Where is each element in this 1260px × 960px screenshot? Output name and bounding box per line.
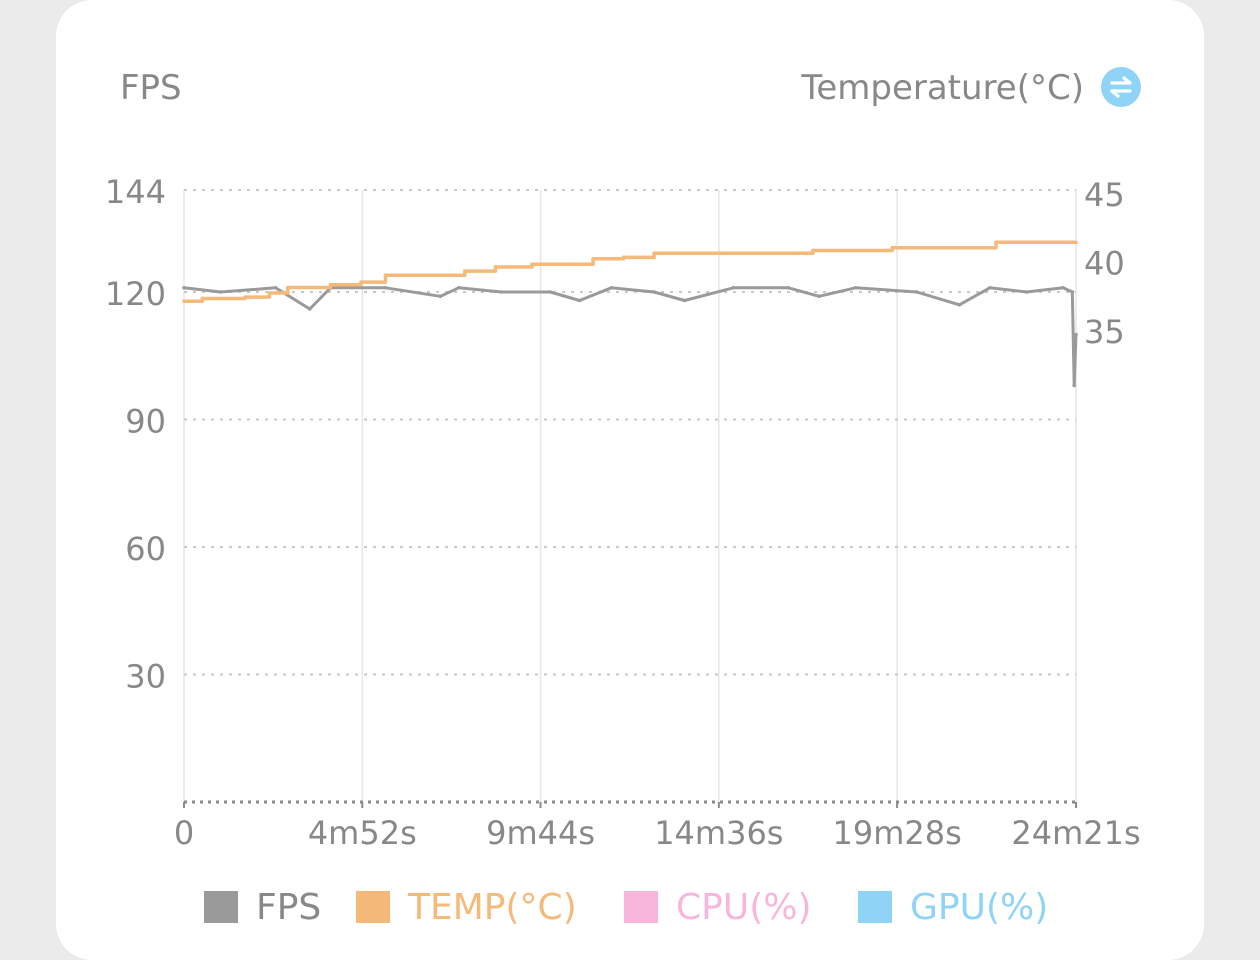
y-tick-label: 120 (105, 275, 166, 313)
fps-data-point (988, 285, 992, 290)
fps-data-point (914, 290, 919, 294)
x-tick-label: 0 (174, 814, 194, 852)
fps-data-point (1070, 290, 1075, 294)
fps-data-point (383, 285, 388, 290)
fps-data-point (853, 285, 858, 290)
temp-data-point (328, 282, 333, 287)
temp-data-point (890, 246, 895, 250)
x-tick-label: 9m44s (486, 814, 595, 852)
legend-item-temp[interactable]: TEMP(°C) (356, 882, 577, 932)
legend-item-fps[interactable]: FPS (204, 882, 321, 932)
y-tick-label: 144 (105, 173, 166, 211)
legend-label-cpu: CPU(%) (676, 886, 812, 928)
legend-label-temp: TEMP(°C) (408, 886, 577, 928)
temp-data-point (954, 246, 959, 250)
temp-data-point (621, 255, 626, 260)
fps-data-point (786, 285, 791, 290)
x-tick-label: 4m52s (308, 814, 417, 852)
fps-data-point (548, 290, 553, 294)
temp-data-point (945, 246, 949, 250)
right-axis-title: Temperature(°C) (801, 68, 1084, 108)
fps-data-point (577, 298, 582, 303)
legend-item-cpu[interactable]: CPU(%) (624, 882, 812, 932)
temp-data-point (530, 262, 534, 267)
legend-swatch-fps (204, 891, 238, 923)
y2-tick-label: 45 (1084, 176, 1125, 214)
fps-data-point (1072, 383, 1076, 388)
temp-data-point (267, 291, 272, 295)
y2-tick-label: 40 (1084, 245, 1125, 283)
legend-label-fps: FPS (256, 886, 322, 928)
temp-data-point (182, 299, 186, 304)
fps-data-point (182, 285, 186, 290)
swap-icon-background (1101, 67, 1141, 107)
swap-vertical-icon[interactable] (1101, 67, 1141, 107)
temp-data-point (591, 256, 595, 261)
fps-data-point (1061, 285, 1065, 290)
x-tick-label: 14m36s (654, 814, 783, 852)
fps-data-point (1024, 290, 1029, 294)
temp-data-point (285, 285, 290, 290)
temp-series-line (184, 240, 1076, 303)
y-tick-label: 90 (125, 403, 166, 441)
y2-tick-label: 35 (1084, 313, 1125, 351)
swap-icon-glyph (1110, 76, 1132, 98)
x-tick-label: 24m21s (1011, 814, 1140, 852)
fps-data-point (307, 307, 312, 311)
fps-data-point (609, 285, 614, 290)
temp-data-point (652, 251, 656, 256)
chart-legend: FPS TEMP(°C) CPU(%) GPU(%) (0, 882, 1260, 932)
temp-data-point (811, 248, 815, 253)
fps-data-point (1074, 332, 1078, 337)
legend-item-gpu[interactable]: GPU(%) (858, 882, 1048, 932)
fps-series-line (183, 286, 1078, 387)
fps-data-point (817, 294, 821, 299)
temp-data-point (463, 269, 467, 273)
y-tick-label: 30 (125, 658, 166, 696)
temp-data-point (243, 295, 247, 299)
fps-data-point (456, 285, 461, 290)
temp-data-point (359, 280, 363, 284)
temp-data-point (1074, 240, 1078, 245)
fps-data-point (652, 290, 656, 294)
fps-data-point (499, 290, 504, 294)
y-tick-label: 60 (125, 530, 166, 568)
fps-data-point (731, 285, 736, 290)
fps-data-point (438, 294, 443, 299)
fps-data-point (682, 298, 687, 303)
fps-data-point (957, 302, 962, 307)
legend-swatch-gpu (858, 891, 892, 923)
temp-data-point (994, 240, 998, 245)
temp-data-point (493, 265, 498, 269)
fps-data-point (273, 285, 278, 290)
left-axis-title: FPS (120, 68, 182, 108)
fps-data-point (218, 290, 223, 294)
temp-data-point (383, 273, 388, 278)
x-tick-label: 19m28s (832, 814, 961, 852)
temp-data-point (719, 251, 724, 256)
legend-label-gpu: GPU(%) (910, 886, 1049, 928)
temp-data-point (200, 296, 205, 301)
legend-swatch-cpu (624, 891, 658, 923)
temp-data-point (792, 251, 797, 256)
legend-swatch-temp (356, 891, 390, 923)
chart-card (56, 0, 1204, 960)
